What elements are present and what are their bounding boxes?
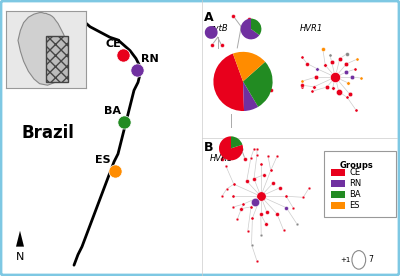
Point (222, 163, 229, 168)
Point (248, 205, 254, 209)
Point (248, 242, 255, 247)
Point (349, 75, 355, 79)
Point (343, 52, 350, 56)
Point (112, 169, 118, 173)
Point (343, 62, 350, 66)
Point (299, 55, 305, 59)
Point (290, 205, 296, 210)
Point (328, 60, 335, 65)
Point (306, 186, 312, 190)
Wedge shape (251, 18, 261, 35)
Point (254, 259, 260, 264)
Point (309, 89, 316, 94)
Point (327, 53, 333, 57)
Point (265, 153, 271, 158)
Point (352, 67, 358, 71)
Wedge shape (219, 136, 243, 160)
Text: ES: ES (95, 155, 111, 165)
Text: HVR1: HVR1 (300, 24, 323, 33)
Point (329, 86, 336, 91)
Text: cytB: cytB (210, 24, 228, 33)
Wedge shape (243, 62, 272, 107)
Text: Brazil: Brazil (22, 124, 74, 142)
Text: ES: ES (349, 201, 360, 210)
Polygon shape (18, 13, 68, 85)
Point (223, 187, 230, 191)
Point (258, 233, 264, 237)
Point (324, 85, 330, 89)
Point (134, 68, 140, 73)
Text: CE: CE (349, 168, 360, 177)
Point (242, 157, 248, 161)
Point (254, 146, 260, 151)
Point (249, 216, 256, 221)
Point (354, 57, 361, 61)
Point (322, 63, 328, 67)
Text: +1: +1 (340, 257, 351, 263)
Point (248, 156, 254, 160)
Bar (331, 191, 345, 198)
Point (344, 95, 350, 100)
Point (313, 75, 319, 79)
Point (226, 146, 233, 151)
Point (251, 176, 257, 181)
Text: RN: RN (349, 179, 361, 188)
FancyBboxPatch shape (324, 151, 396, 217)
Text: BA: BA (104, 106, 121, 116)
Point (262, 78, 268, 82)
Point (343, 70, 349, 74)
Polygon shape (16, 231, 24, 247)
Point (258, 212, 264, 217)
Point (353, 108, 359, 113)
Bar (331, 180, 345, 187)
Text: RN: RN (141, 54, 159, 65)
Text: Groups: Groups (339, 161, 373, 169)
Point (299, 79, 305, 83)
Text: B: B (204, 141, 214, 154)
Point (346, 92, 353, 96)
Text: BA: BA (349, 190, 361, 199)
Point (336, 90, 342, 94)
Bar (331, 169, 345, 176)
Point (219, 194, 225, 198)
Point (283, 206, 290, 210)
Point (311, 84, 317, 89)
Point (209, 43, 215, 47)
Text: A: A (204, 11, 214, 24)
Point (244, 179, 250, 183)
Point (240, 202, 246, 206)
Point (280, 228, 287, 232)
Point (252, 199, 258, 204)
Point (244, 229, 251, 233)
Wedge shape (214, 54, 244, 111)
Point (258, 161, 264, 166)
Point (261, 172, 268, 177)
Point (299, 83, 305, 87)
Point (268, 168, 274, 172)
Bar (46, 36, 68, 82)
Point (357, 76, 364, 80)
Point (274, 212, 280, 216)
Point (230, 182, 237, 186)
Point (300, 195, 306, 200)
Point (336, 57, 343, 61)
Point (238, 206, 244, 211)
Point (274, 153, 280, 158)
Point (229, 194, 236, 198)
Point (332, 75, 338, 79)
Point (234, 216, 241, 221)
Point (332, 75, 338, 79)
Point (264, 210, 270, 214)
Text: HVR1: HVR1 (210, 154, 233, 163)
Point (270, 181, 276, 185)
Text: 7: 7 (369, 255, 374, 264)
Text: N: N (16, 252, 24, 262)
Point (254, 153, 260, 157)
Wedge shape (243, 81, 258, 111)
Point (238, 146, 244, 151)
Point (268, 88, 274, 92)
Wedge shape (205, 26, 218, 39)
Point (314, 67, 320, 71)
Point (320, 47, 326, 51)
